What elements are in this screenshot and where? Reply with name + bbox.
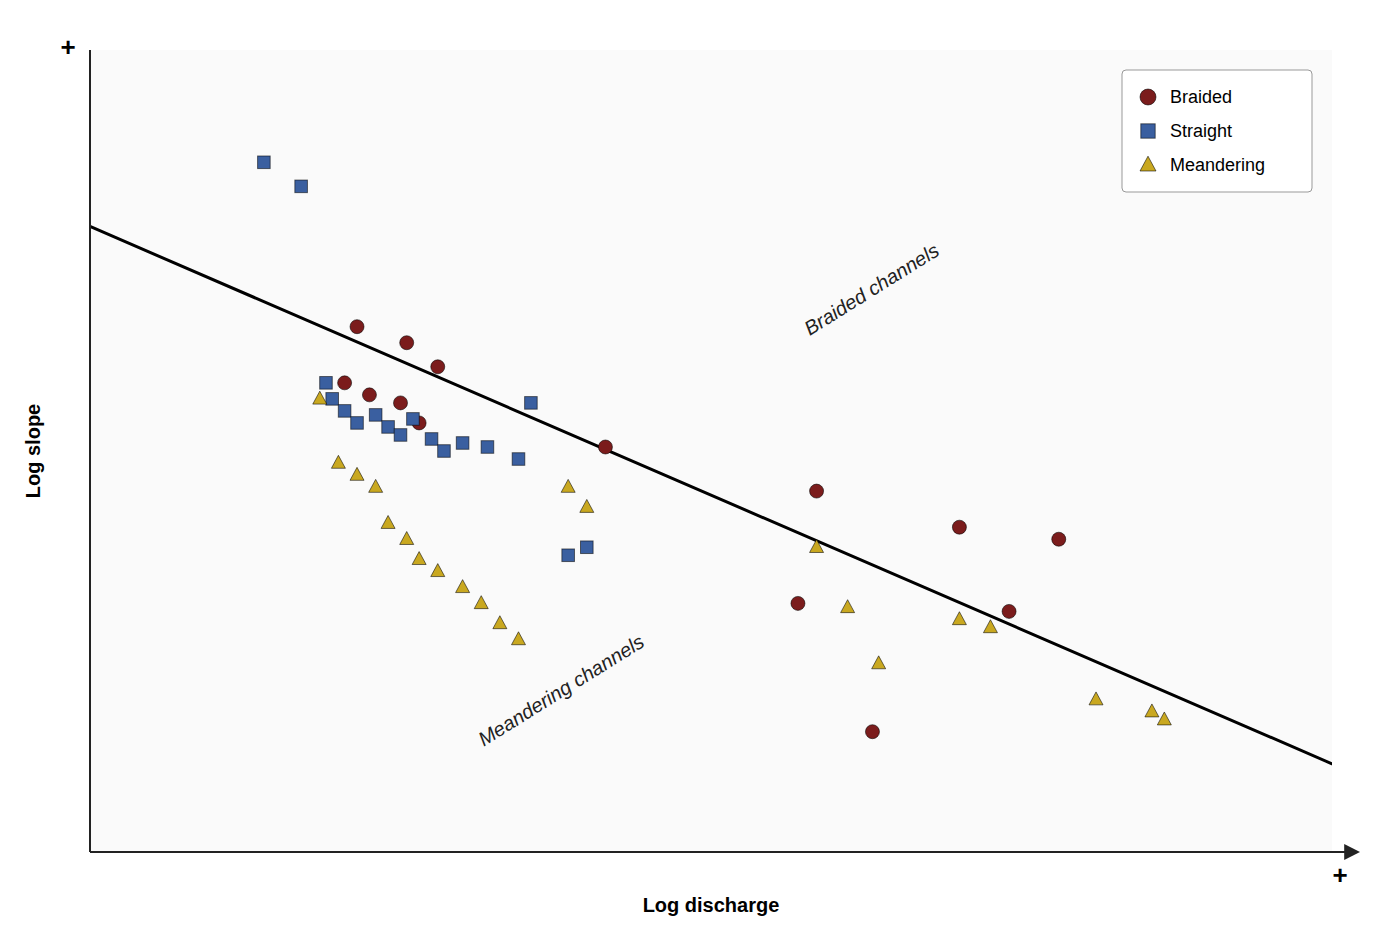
- axis-end-label: +: [1332, 860, 1347, 890]
- point: [512, 453, 525, 466]
- chart: Braided channels Meandering channels + + Log…: [0, 0, 1382, 942]
- point: [1145, 704, 1159, 717]
- point: [511, 632, 525, 645]
- point: [865, 725, 879, 739]
- point: [369, 479, 383, 492]
- point: [1089, 692, 1103, 705]
- point: [841, 600, 855, 613]
- point: [952, 612, 966, 625]
- point: [369, 409, 382, 422]
- plot-area: [90, 50, 1332, 852]
- point: [1157, 712, 1171, 725]
- y-axis: [89, 50, 91, 852]
- x-axis-label: Log discharge: [643, 894, 780, 916]
- point: [474, 596, 488, 609]
- legend: Braided Straight Meandering: [1122, 70, 1312, 192]
- point: [407, 413, 420, 426]
- point: [320, 377, 333, 390]
- legend-label: Braided: [1170, 87, 1232, 107]
- point: [394, 396, 408, 410]
- point: [581, 541, 594, 554]
- point: [338, 376, 352, 390]
- point: [456, 437, 469, 450]
- series-points: [258, 156, 594, 562]
- point: [338, 405, 351, 418]
- x-axis: [90, 851, 1357, 853]
- point: [412, 552, 426, 565]
- point: [362, 388, 376, 402]
- point: [456, 580, 470, 593]
- point: [580, 499, 594, 512]
- point: [872, 656, 886, 669]
- point: [394, 429, 407, 442]
- point: [1002, 604, 1016, 618]
- legend-box: [1122, 70, 1312, 192]
- legend-swatch: [1140, 89, 1156, 105]
- series-points: [338, 320, 1066, 739]
- point: [983, 620, 997, 633]
- series-points: [313, 391, 1172, 725]
- data: [90, 156, 1332, 764]
- point: [493, 616, 507, 629]
- point: [350, 320, 364, 334]
- point: [351, 417, 364, 430]
- point: [791, 596, 805, 610]
- point: [400, 336, 414, 350]
- point: [810, 540, 824, 553]
- point: [562, 549, 575, 562]
- legend-label: Straight: [1170, 121, 1232, 141]
- region-label: Braided channels: [800, 239, 943, 340]
- point: [350, 467, 364, 480]
- point: [952, 520, 966, 534]
- point: [810, 484, 824, 498]
- y-axis-label: Log slope: [22, 404, 44, 498]
- point: [561, 479, 575, 492]
- point: [598, 440, 612, 454]
- point: [313, 391, 327, 404]
- point: [525, 397, 538, 410]
- axis-end-label: +: [60, 32, 75, 62]
- point: [400, 532, 414, 545]
- point: [425, 433, 438, 446]
- point: [382, 421, 395, 434]
- point: [481, 441, 494, 454]
- point: [1052, 532, 1066, 546]
- point: [431, 564, 445, 577]
- boundary-line: [90, 226, 1332, 763]
- region-label: Meandering channels: [474, 630, 648, 750]
- point: [331, 455, 345, 468]
- point: [431, 360, 445, 374]
- legend-label: Meandering: [1170, 155, 1265, 175]
- point: [295, 180, 308, 193]
- point: [326, 393, 339, 406]
- point: [381, 515, 395, 528]
- legend-swatch: [1140, 156, 1156, 171]
- legend-swatch: [1141, 124, 1155, 138]
- point: [438, 445, 451, 458]
- point: [258, 156, 271, 169]
